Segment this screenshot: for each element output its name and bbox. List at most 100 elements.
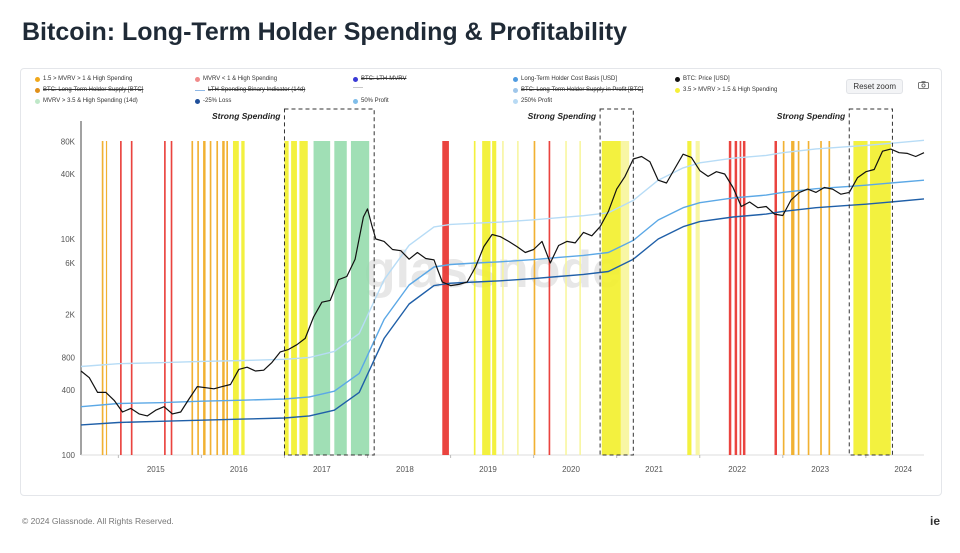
spending-bar [791,141,795,455]
legend-label: BTC: LTH-MVRV [361,76,407,82]
spending-bar [203,141,206,455]
legend-item[interactable]: BTC: Long-Term Holder Supply [BTC] [35,87,143,93]
legend-swatch [513,87,518,93]
legend-swatch [35,98,40,104]
legend-label: MVRV > 3.5 & High Spending (14d) [43,98,138,104]
spending-bar [774,141,777,455]
y-tick-label: 40K [61,170,76,179]
legend-item[interactable]: 1.5 > MVRV > 1 & High Spending [35,76,132,82]
spending-bar [565,141,567,455]
y-tick-label: 80K [61,137,76,146]
y-tick-label: 800 [62,353,76,362]
spending-bar [828,141,831,455]
spending-bar [517,141,519,455]
legend-label: 3.5 > MVRV > 1.5 & High Spending [683,87,778,93]
annotation-box [599,108,634,456]
spending-bar [209,141,212,455]
spending-bar [742,141,746,455]
spending-bar [728,141,732,455]
annotation-label: Strong Spending [528,111,597,121]
spending-bar [734,141,738,455]
spending-bar [820,141,822,455]
legend-swatch [513,76,518,82]
legend-item[interactable]: MVRV < 1 & High Spending [195,76,277,82]
spending-bar [241,141,245,455]
legend-item[interactable]: 250% Profit [513,98,552,104]
spending-bar [299,141,308,455]
spending-bar [579,141,581,455]
spending-bar [797,141,800,455]
annotation-label: Strong Spending [212,111,281,121]
chart-plot: glassnode1004008002K6K10K40K80K201520162… [61,108,925,474]
spending-bar [502,141,504,455]
spending-bar [334,141,347,455]
page-title: Bitcoin: Long-Term Holder Spending & Pro… [22,18,628,46]
x-tick-label: 2020 [562,465,580,474]
spending-bar [807,141,810,455]
spending-bar [191,141,194,455]
spending-bar [120,141,122,455]
y-tick-label: 10K [61,235,76,244]
legend-label: -25% Loss [203,98,232,104]
spending-bar [291,141,297,455]
y-tick-label: 400 [62,386,76,395]
spending-bar [197,141,199,455]
price-line [80,148,925,417]
legend-label: 250% Profit [521,98,553,104]
spending-bar [105,141,108,455]
spending-bar [782,141,785,455]
annotation-box [848,108,893,456]
legend-item[interactable]: -25% Loss [195,98,231,104]
reset-zoom-button[interactable]: Reset zoom [846,79,903,94]
legend-item[interactable]: 3.5 > MVRV > 1.5 & High Spending [675,87,777,93]
spending-bar [284,141,289,455]
spending-bar [601,141,621,455]
chart-panel: 1.5 > MVRV > 1 & High Spending MVRV < 1 &… [20,68,942,496]
spending-bar [164,141,166,455]
band-line [80,139,925,368]
legend-swatch [195,76,200,82]
spending-bar [482,141,491,455]
legend-swatch [513,98,518,104]
annotation-box [283,108,375,456]
spending-bar [170,141,173,455]
legend-label: MVRV < 1 & High Spending [203,76,278,82]
camera-icon[interactable] [918,81,929,89]
legend-item[interactable]: BTC: Long-Term Holder Supply in Profit [… [513,87,643,93]
x-tick-label: 2015 [147,465,165,474]
copyright: © 2024 Glassnode. All Rights Reserved. [22,516,174,526]
spending-bar [226,141,229,455]
legend-item[interactable]: BTC: Price [USD] [675,76,730,82]
legend-label: Long-Term Holder Cost Basis [USD] [521,76,618,82]
legend-item[interactable]: MVRV > 3.5 & High Spending (14d) [35,98,138,104]
y-tick-label: 100 [62,451,76,460]
legend-item[interactable]: BTC: LTH-MVRV [353,76,406,82]
legend-label: BTC: Long-Term Holder Supply in Profit [… [521,87,644,93]
x-tick-label: 2022 [728,465,746,474]
spending-bar [473,141,476,455]
legend-swatch [675,87,680,93]
spending-bar [548,141,551,455]
legend-swatch [353,76,358,82]
legend-item[interactable]: Long-Term Holder Cost Basis [USD] [513,76,617,82]
legend-swatch [195,89,205,91]
x-tick-label: 2024 [894,465,912,474]
legend-label: 1.5 > MVRV > 1 & High Spending [43,76,133,82]
legend-label: BTC: Long-Term Holder Supply [BTC] [43,87,144,93]
legend-swatch [195,98,200,104]
legend-item[interactable]: LTH-Spending Binary Indicator (14d) [195,87,305,93]
spending-bar [222,141,225,455]
spending-bar [870,141,891,455]
spending-bar [350,141,370,455]
legend-label: BTC: Price [USD] [683,76,730,82]
spending-bar [695,141,700,455]
legend-swatch [35,76,40,82]
x-tick-label: 2019 [479,465,497,474]
spending-bar [442,141,449,455]
spending-bar [313,141,331,455]
y-tick-label: 2K [65,310,75,319]
legend-item[interactable] [353,87,366,88]
x-tick-label: 2021 [645,465,663,474]
legend-swatch [353,98,358,104]
legend-item[interactable]: 50% Profit [353,98,389,104]
